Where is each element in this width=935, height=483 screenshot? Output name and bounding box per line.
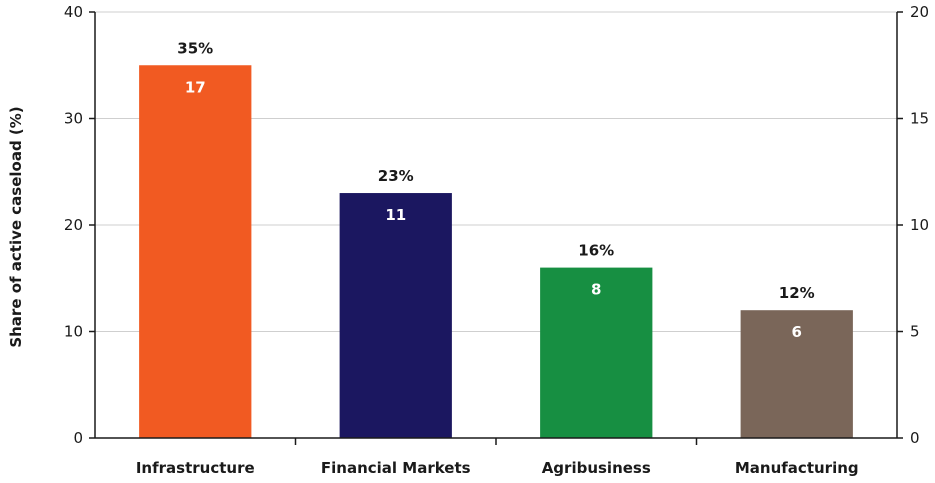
left-tick-label: 20 [64, 216, 83, 234]
category-label: Financial Markets [321, 459, 471, 477]
bar-financial-markets [339, 193, 452, 438]
bar-percent-label: 16% [578, 242, 614, 260]
left-axis-ticks: 0 10 20 30 40 [64, 3, 95, 447]
bar-manufacturing [740, 310, 853, 438]
left-tick-label: 40 [64, 3, 83, 21]
bar-percent-label: 35% [177, 39, 213, 57]
bar-count-label: 11 [385, 206, 406, 224]
right-tick-label: 20 [910, 3, 929, 21]
bar-percent-label: 23% [378, 167, 414, 185]
left-tick-label: 0 [73, 429, 83, 447]
bar-count-label: 8 [591, 281, 601, 299]
bar-agribusiness [540, 267, 653, 438]
category-label: Manufacturing [735, 459, 859, 477]
bar-percent-label: 12% [779, 284, 815, 302]
right-tick-label: 0 [910, 429, 920, 447]
right-tick-label: 15 [910, 110, 929, 128]
category-label: Infrastructure [136, 459, 255, 477]
category-label: Agribusiness [542, 459, 651, 477]
right-tick-label: 10 [910, 216, 929, 234]
bars [139, 65, 853, 438]
bar-infrastructure [139, 65, 252, 438]
bar-labels: 35% 17 23% 11 16% 8 12% 6 [177, 39, 814, 341]
bar-count-label: 17 [185, 78, 206, 96]
right-tick-label: 5 [910, 323, 920, 341]
left-tick-label: 30 [64, 110, 83, 128]
right-axis-ticks: 0 5 10 15 20 [897, 3, 929, 447]
left-tick-label: 10 [64, 323, 83, 341]
bar-count-label: 6 [792, 323, 802, 341]
y-axis-title: Share of active caseload (%) [7, 106, 25, 347]
category-labels: Infrastructure Financial Markets Agribusin… [136, 459, 859, 477]
